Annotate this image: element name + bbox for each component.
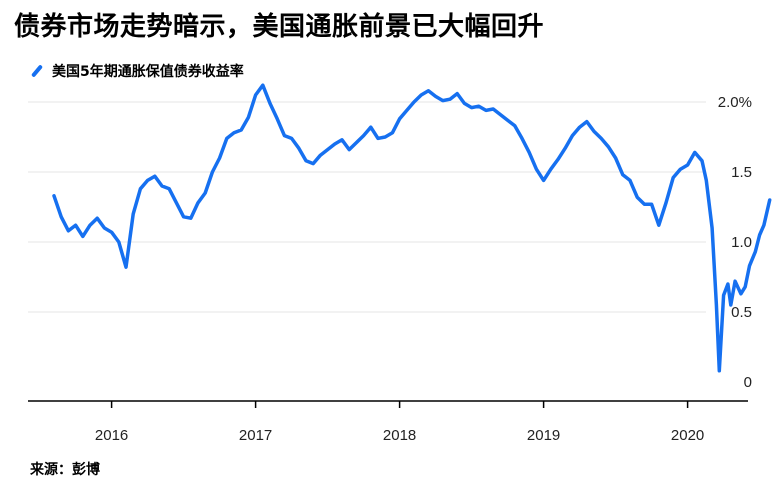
y-tick-label: 1.5 — [731, 164, 752, 181]
x-tick-label: 2020 — [671, 427, 704, 444]
y-tick-label: 0 — [744, 374, 752, 391]
chart-title: 债券市场走势暗示，美国通胀前景已大幅回升 — [14, 12, 545, 42]
x-tick-label: 2018 — [383, 427, 416, 444]
source-note: 来源：彭博 — [30, 462, 100, 478]
x-tick-label: 2016 — [95, 427, 128, 444]
legend-label: 美国5年期通胀保值债券收益率 — [52, 64, 244, 80]
y-tick-label: 2.0% — [718, 94, 752, 111]
x-tick-label: 2017 — [239, 427, 272, 444]
x-tick-label: 2019 — [527, 427, 560, 444]
y-tick-label: 1.0 — [731, 234, 752, 251]
y-tick-label: 0.5 — [731, 304, 752, 321]
series-line — [52, 83, 772, 373]
legend: 美国5年期通胀保值债券收益率 — [30, 61, 244, 81]
